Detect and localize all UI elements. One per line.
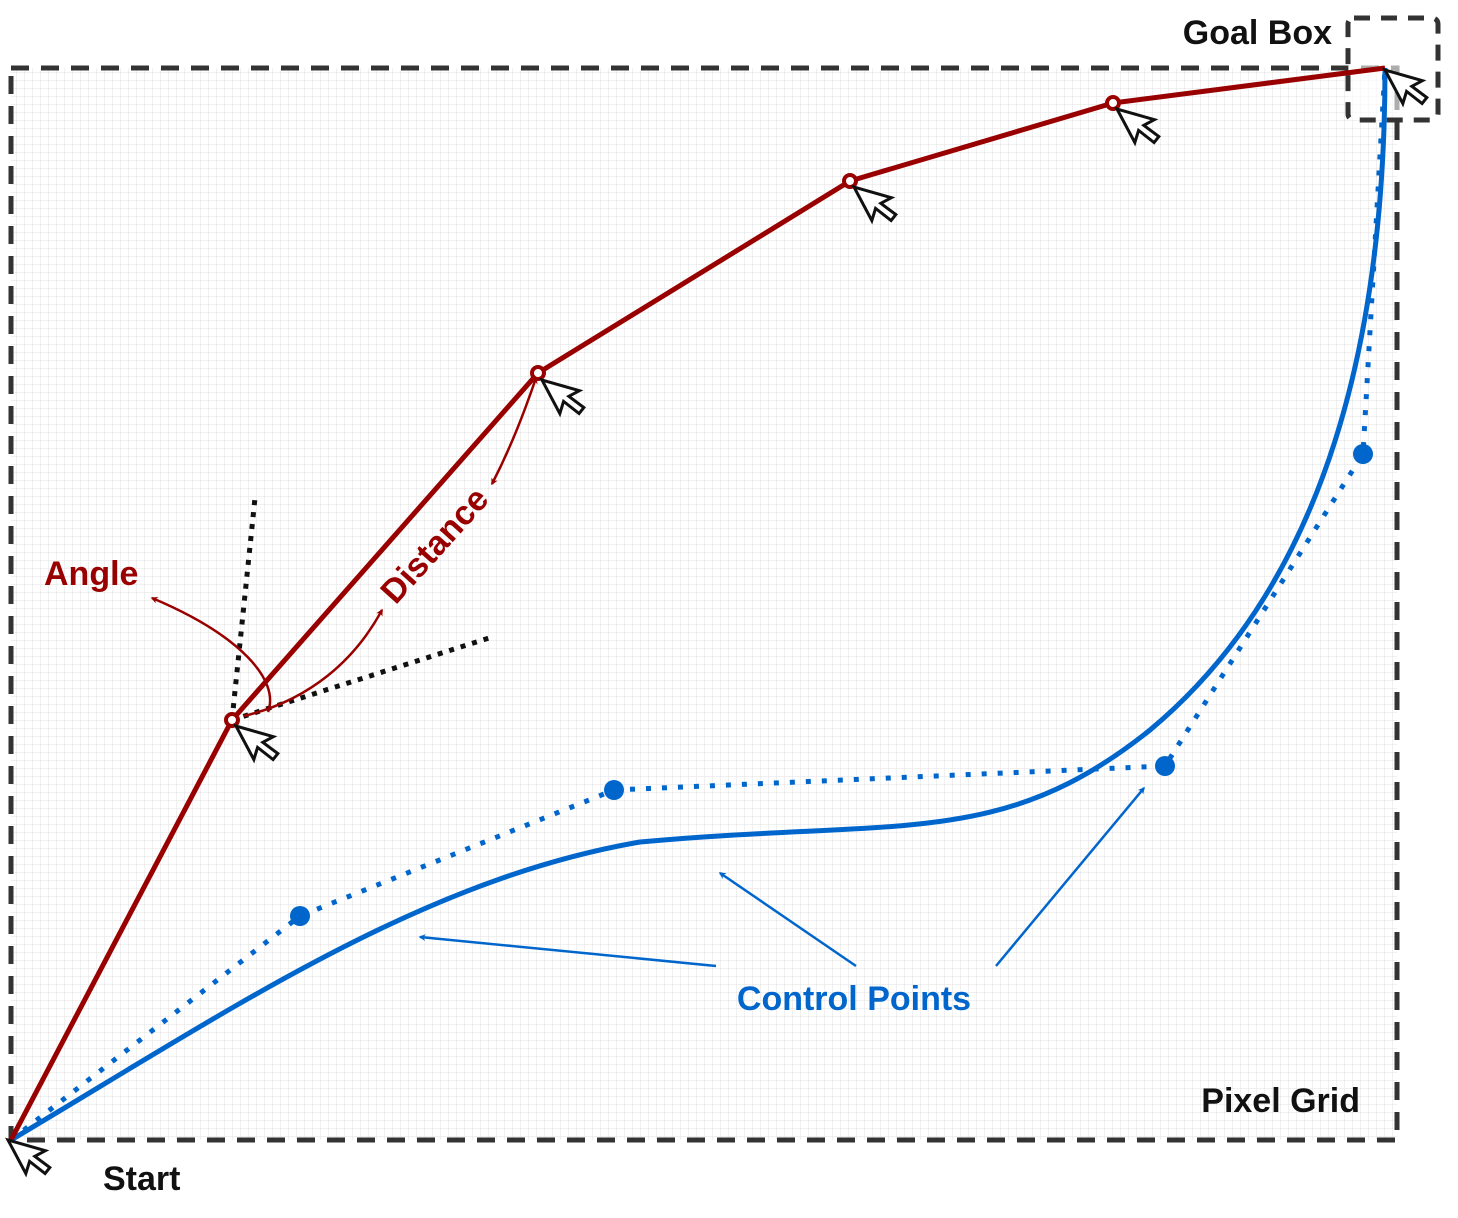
control-point [604,780,624,800]
angle-label: Angle [44,555,138,593]
pixel-grid-area [11,68,1397,1140]
bezier-curve [9,67,1388,1143]
angle-reference-vertical [229,497,258,721]
angle-reference-horizontal [231,634,493,723]
start-label: Start [103,1160,180,1198]
waypoint-trajectory [8,65,1386,1142]
control-polygon [9,67,1388,1142]
control-points-arrow [718,871,857,968]
angle-arc-arrow [150,596,272,713]
control-points-arrow [418,934,717,968]
waypoint [842,173,858,189]
waypoint [224,712,240,728]
control-point [1155,756,1175,776]
control-point [1353,444,1373,464]
distance-arc-arrow [243,608,384,718]
control-point [290,906,310,926]
goal-box-label: Goal Box [1183,14,1332,52]
waypoint [1105,95,1121,111]
distance-measure-arrow [490,376,538,486]
control-points-label: Control Points [737,980,971,1018]
waypoint [530,365,546,381]
pixel-grid-border [8,65,1400,1143]
control-points-arrow [995,786,1145,967]
pixel-grid-label: Pixel Grid [1201,1082,1360,1120]
